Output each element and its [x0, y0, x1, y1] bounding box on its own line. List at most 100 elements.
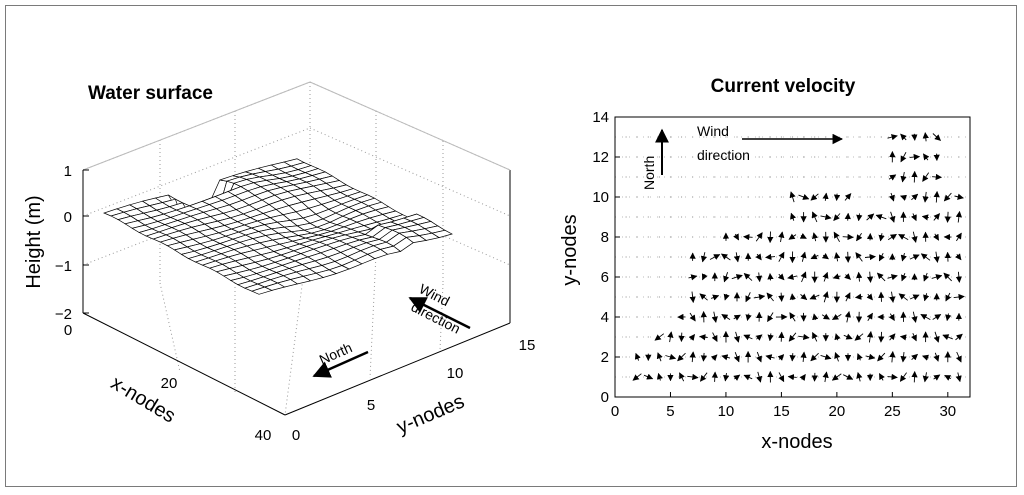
quiver-arrow	[954, 193, 964, 200]
quiver-dot	[647, 296, 649, 298]
quiver-dot	[636, 276, 638, 278]
quiver-arrow	[731, 274, 743, 281]
quiver-arrow	[679, 372, 685, 382]
quiver-dot	[814, 136, 816, 138]
quiver-arrow	[955, 253, 962, 261]
quiver-arrow	[755, 232, 763, 242]
quiver-dot	[636, 336, 638, 338]
quiver-dot	[692, 196, 694, 198]
quiver-dot	[625, 156, 627, 158]
quiver-arrow	[923, 293, 930, 302]
quiver-arrow	[700, 352, 708, 362]
quiver-dot	[669, 316, 672, 318]
quiver-arrow	[811, 211, 818, 223]
quiver-arrow	[854, 333, 864, 341]
quiver-dot	[780, 216, 783, 218]
quiver-dot	[825, 176, 827, 178]
quiver-arrow	[745, 292, 752, 303]
quiver-dot	[858, 196, 860, 198]
quiver-arrow	[866, 312, 873, 321]
quiver-arrow	[800, 351, 807, 362]
quiver-dot	[625, 236, 627, 238]
quiver-dot	[658, 256, 660, 258]
quiver-arrow	[733, 331, 740, 343]
quiver-x-axis-label: x-nodes	[761, 431, 832, 453]
quiver-dot	[736, 156, 738, 158]
quiver-dot	[714, 196, 716, 198]
quiver-arrow	[809, 293, 820, 300]
quiver-arrow	[778, 251, 785, 262]
quiver-dot	[947, 176, 949, 178]
quiver-dot	[680, 296, 683, 298]
quiver-dot	[869, 176, 871, 178]
quiver-dot	[736, 136, 738, 138]
quiver-dot	[836, 176, 838, 178]
north-label: North	[317, 339, 355, 368]
quiver-arrow	[767, 272, 774, 281]
quiver-dot	[625, 196, 627, 198]
quiver-dot	[814, 176, 816, 178]
quiver-arrow	[911, 231, 918, 243]
surface-title: Water surface	[88, 83, 213, 104]
quiver-arrow	[865, 353, 876, 360]
quiver-dot	[669, 276, 672, 278]
quiver-arrow	[931, 274, 943, 281]
quiver-arrow	[788, 332, 797, 342]
quiver-dot	[647, 256, 649, 258]
quiver-arrow	[877, 352, 886, 362]
x-tick-label: 20	[161, 375, 178, 392]
quiver-arrow	[900, 252, 907, 262]
quiver-dot	[636, 136, 638, 138]
quiver-arrow	[844, 310, 851, 323]
quiver-arrow	[878, 252, 885, 262]
quiver-axes-box	[614, 116, 971, 398]
quiver-arrow	[955, 210, 963, 223]
quiver-arrow	[799, 373, 806, 381]
quiver-arrow	[856, 213, 863, 222]
quiver-arrow	[945, 313, 952, 322]
quiver-dot	[714, 136, 716, 138]
quiver-dot	[680, 256, 683, 258]
quiver-dot	[791, 156, 794, 158]
quiver-arrow	[911, 353, 918, 361]
quiver-dot	[958, 176, 960, 178]
quiver-arrow	[821, 253, 829, 260]
quiver-dot	[714, 176, 716, 178]
quiver-arrow	[733, 352, 740, 363]
quiver-dot	[780, 136, 783, 138]
quiver-dot	[769, 156, 771, 158]
quiver-dot	[703, 136, 705, 138]
quiver-arrow	[955, 351, 962, 363]
quiver-y-tick-label: 8	[601, 229, 609, 246]
quiver-arrow	[844, 292, 851, 302]
quiver-arrow	[812, 332, 818, 342]
quiver-dot	[647, 136, 649, 138]
quiver-arrow	[689, 312, 696, 322]
quiver-dot	[747, 156, 749, 158]
quiver-dot	[625, 376, 627, 378]
quiver-arrow	[701, 273, 708, 281]
quiver-arrow	[753, 293, 766, 301]
quiver-arrow	[922, 372, 929, 383]
quiver-dot	[647, 156, 649, 158]
quiver-arrow	[765, 354, 775, 361]
quiver-arrow	[688, 274, 698, 281]
quiver-arrow	[789, 293, 796, 301]
quiver-y-tick-label: 10	[592, 189, 609, 206]
north-arrow	[312, 350, 369, 378]
quiver-arrow	[677, 352, 686, 362]
quiver-arrow	[888, 313, 895, 321]
quiver-arrow	[766, 292, 774, 302]
quiver-arrow	[944, 211, 951, 223]
quiver-arrow	[743, 233, 753, 241]
quiver-dot	[858, 156, 860, 158]
quiver-arrow	[834, 333, 841, 341]
quiver-arrow	[922, 172, 930, 182]
quiver-arrow	[687, 373, 699, 381]
quiver-arrow	[833, 213, 841, 221]
quiver-arrow	[755, 272, 763, 283]
quiver-arrow	[822, 371, 829, 383]
quiver-dot	[647, 196, 649, 198]
quiver-arrow	[911, 311, 918, 323]
quiver-dot	[858, 136, 860, 138]
